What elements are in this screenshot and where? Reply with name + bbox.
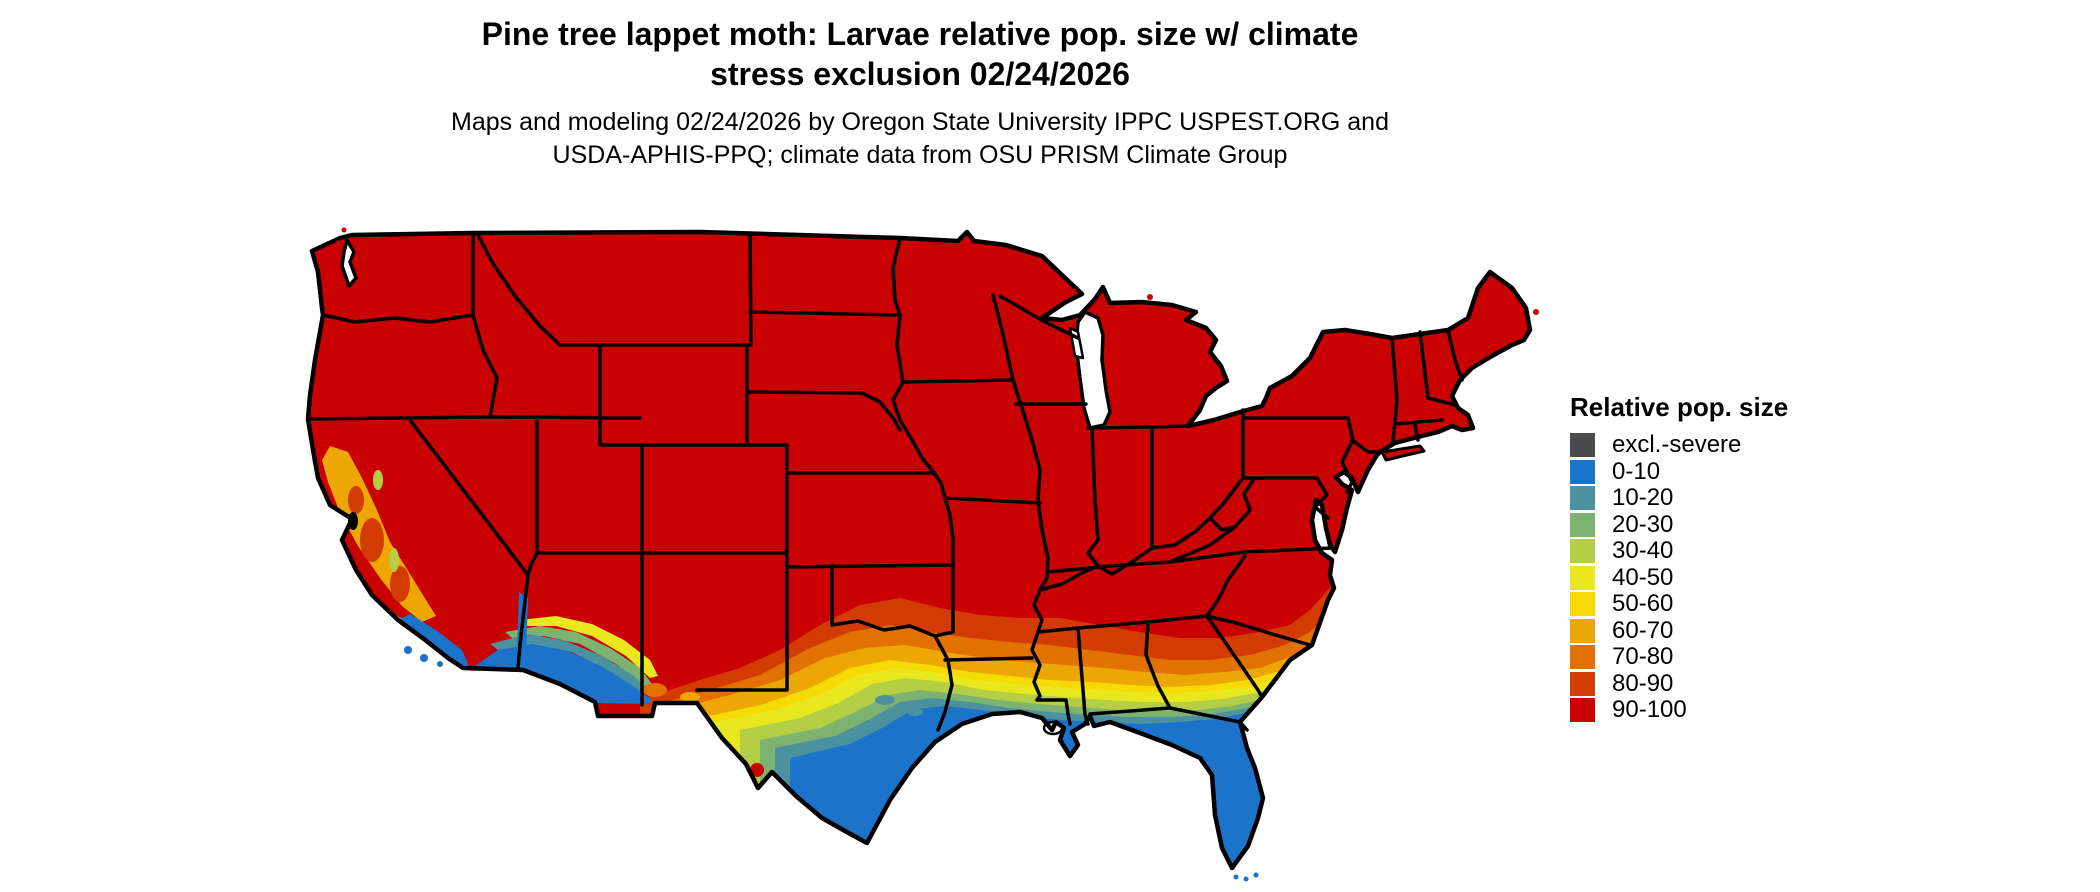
legend-item: 60-70 xyxy=(1570,616,1788,645)
legend-rows: excl.-severe 0-10 10-20 20-30 30-40 40-50 50-6… xyxy=(1570,431,1788,724)
sierra-30-40-a xyxy=(373,470,383,490)
state-borders xyxy=(306,231,1464,732)
legend-item-label: 70-80 xyxy=(1612,643,1674,671)
arizona-40-50-arc xyxy=(520,616,658,678)
arizona-desert-0-10 xyxy=(472,644,652,704)
legend-item-label: 30-40 xyxy=(1612,537,1674,565)
legend-swatch-icon xyxy=(1570,565,1595,590)
legend-swatch-icon xyxy=(1570,592,1595,617)
map-title-line2: stress exclusion 02/24/2026 xyxy=(710,56,1130,92)
legend-item-label: 40-50 xyxy=(1612,563,1674,591)
legend-item-label: 10-20 xyxy=(1612,484,1674,512)
legend-item: 80-90 xyxy=(1570,669,1788,698)
map-subtitle-line1: Maps and modeling 02/24/2026 by Oregon S… xyxy=(451,108,1389,136)
texas-hill-10-20-b xyxy=(907,708,923,716)
west-texas-80-90 xyxy=(741,775,751,785)
legend-item-label: 50-60 xyxy=(1612,590,1674,618)
legend-item: 70-80 xyxy=(1570,643,1788,671)
puget-sound xyxy=(340,238,358,288)
legend: Relative pop. size excl.-severe 0-10 10-20… xyxy=(1570,392,1788,724)
texas-hill-10-20-a xyxy=(875,695,895,705)
legend-swatch-icon xyxy=(1570,671,1595,696)
legend-swatch-icon xyxy=(1570,486,1595,511)
legend-item: 90-100 xyxy=(1570,696,1788,724)
map-title-line1: Pine tree lappet moth: Larvae relative p… xyxy=(481,16,1359,52)
california-valley-80-90-c xyxy=(348,486,364,514)
legend-item-label: 90-100 xyxy=(1612,696,1687,724)
legend-item: 40-50 xyxy=(1570,563,1788,592)
legend-item-label: 80-90 xyxy=(1612,669,1674,697)
legend-item: 30-40 xyxy=(1570,537,1788,565)
legend-swatch-icon xyxy=(1570,698,1595,723)
legend-swatch-icon xyxy=(1570,618,1595,643)
legend-item-label: 0-10 xyxy=(1612,457,1661,485)
new-mexico-60-70 xyxy=(680,692,700,702)
legend-item: 10-20 xyxy=(1570,484,1788,512)
long-island xyxy=(1380,444,1426,462)
legend-swatch-icon xyxy=(1570,512,1595,537)
california-valley-80-90-a xyxy=(360,518,384,562)
legend-item: 50-60 xyxy=(1570,590,1788,618)
offshore-islands xyxy=(335,227,1539,882)
map-subtitle-line2: USDA-APHIS-PPQ; climate data from OSU PR… xyxy=(552,141,1288,169)
new-mexico-70-80 xyxy=(643,683,667,697)
subtitle-block: Maps and modeling 02/24/2026 by Oregon S… xyxy=(170,106,1670,172)
us-outline xyxy=(305,229,1533,871)
legend-item-label: excl.-severe xyxy=(1612,431,1742,459)
legend-item-label: 60-70 xyxy=(1612,616,1674,644)
legend-item: 0-10 xyxy=(1570,457,1788,486)
california-coast-20-30 xyxy=(332,584,344,608)
sierra-30-40-b xyxy=(389,548,399,572)
legend-item: 20-30 xyxy=(1570,510,1788,539)
legend-swatch-icon xyxy=(1570,459,1595,484)
california-coast-10-20 xyxy=(322,558,334,586)
legend-swatch-icon xyxy=(1570,539,1595,564)
california-valley-80-90-b xyxy=(390,566,410,602)
legend-item: excl.-severe xyxy=(1570,431,1788,459)
title-block: Pine tree lappet moth: Larvae relative p… xyxy=(170,14,1670,172)
legend-item-label: 20-30 xyxy=(1612,510,1674,538)
legend-swatch-icon xyxy=(1570,433,1595,458)
legend-swatch-icon xyxy=(1570,645,1595,670)
socal-coast-0-10 xyxy=(398,614,470,668)
west-texas-90-100 xyxy=(750,763,764,777)
legend-title: Relative pop. size xyxy=(1570,392,1789,422)
